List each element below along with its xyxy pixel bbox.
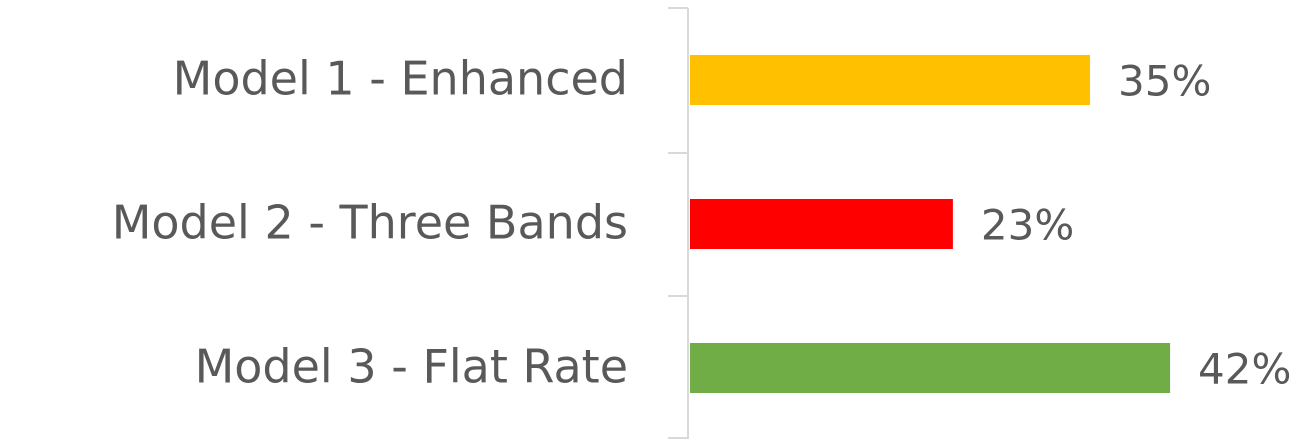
category-label: Model 2 - Three Bands — [112, 196, 628, 250]
bar — [690, 55, 1091, 105]
category-label: Model 1 - Enhanced — [173, 52, 628, 106]
value-label: 23% — [981, 201, 1074, 250]
bar — [690, 199, 953, 249]
value-label: 35% — [1118, 57, 1211, 106]
value-label: 42% — [1198, 345, 1291, 394]
bar — [690, 343, 1171, 393]
category-label: Model 3 - Flat Rate — [195, 340, 628, 394]
